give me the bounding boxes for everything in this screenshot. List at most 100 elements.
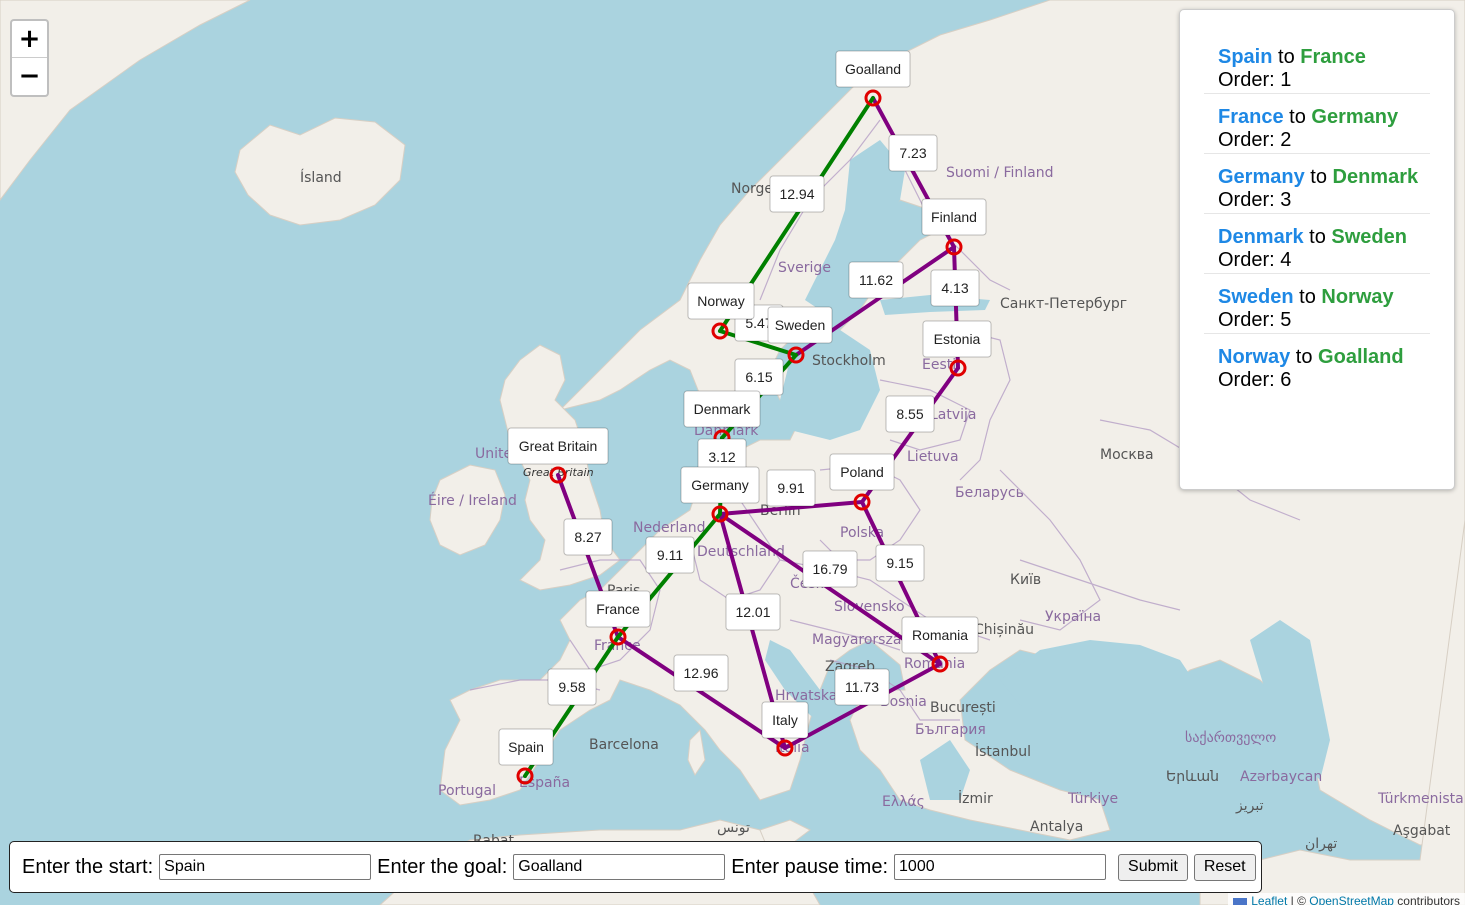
path-edge — [718, 329, 798, 357]
node-marker-icon — [776, 739, 794, 757]
label-box — [761, 701, 809, 739]
label-box — [725, 593, 781, 631]
place-label: Deutschland — [697, 544, 785, 560]
node-marker-icon — [945, 238, 963, 256]
node-marker-icon — [931, 655, 949, 673]
graph-edge — [718, 500, 864, 516]
zoom-in-button[interactable]: + — [12, 21, 47, 58]
leaflet-link[interactable]: Leaflet — [1251, 894, 1288, 905]
place-label: Norge — [731, 181, 773, 197]
node-name-label: Sweden — [767, 306, 833, 344]
pause-input[interactable] — [894, 854, 1107, 880]
route-order: Order: 4 — [1218, 249, 1292, 271]
place-label: Chișinău — [974, 622, 1034, 638]
edge-weight-label: 9.15 — [875, 544, 925, 582]
node-name-label: Spain — [498, 728, 554, 766]
edge-weight-label: 11.62 — [848, 261, 904, 299]
edge-weight-label: 9.91 — [766, 469, 816, 507]
node-name-label: Germany — [680, 466, 760, 504]
goal-input[interactable] — [513, 854, 726, 880]
place-label: Sverige — [778, 260, 831, 276]
route-to: Denmark — [1332, 166, 1419, 188]
node-marker-icon — [853, 493, 871, 511]
label-box — [769, 175, 825, 213]
place-label: Київ — [1010, 572, 1041, 588]
place-label: Москва — [1100, 447, 1154, 463]
start-input[interactable] — [159, 854, 372, 880]
zoom-out-button[interactable]: − — [18, 61, 41, 91]
node-marker-icon — [516, 767, 534, 785]
route-connector: to — [1283, 106, 1312, 128]
route-step: France to Germany Order: 2 — [1204, 82, 1430, 154]
reset-button[interactable]: Reset — [1193, 853, 1256, 881]
node-name-label: Poland — [829, 453, 895, 491]
node-name-text: Finland — [931, 209, 977, 225]
place-label: Երևան — [1166, 769, 1219, 785]
route-from: Spain — [1218, 46, 1273, 68]
edge-weight-text: 9.58 — [558, 679, 585, 695]
edge-weight-text: 7.23 — [899, 145, 926, 161]
label-box — [507, 427, 609, 465]
label-box — [802, 550, 858, 588]
place-label: Ελλάς — [882, 794, 925, 810]
node-name-label: Estonia — [922, 320, 992, 358]
edge-weight-label: 16.79 — [802, 550, 858, 588]
label-box — [645, 536, 695, 574]
place-label: تبريز — [1235, 798, 1264, 814]
node-name-label: Goalland — [835, 50, 911, 88]
route-to: Norway — [1321, 286, 1394, 308]
place-label: Ísland — [300, 169, 342, 186]
label-box — [766, 469, 816, 507]
edge-weight-label: 9.11 — [645, 536, 695, 574]
route-step-title: Sweden to Norway — [1218, 286, 1416, 309]
route-connector: to — [1272, 46, 1301, 68]
node-name-label: Denmark — [683, 390, 761, 428]
label-box — [921, 198, 987, 236]
place-label: Hrvatska — [775, 688, 837, 704]
edge-weight-label: 9.58 — [547, 668, 597, 706]
edge-weight-label: 8.27 — [563, 518, 613, 556]
place-label: Stockholm — [812, 353, 886, 369]
place-label: Antalya — [1030, 819, 1083, 835]
place-label: Україна — [1045, 609, 1101, 625]
submit-button[interactable]: Submit — [1118, 853, 1188, 881]
water-features — [765, 140, 1330, 800]
label-box — [875, 544, 925, 582]
edge-weight-label: 6.15 — [734, 358, 784, 396]
graph-edge — [783, 662, 942, 750]
route-step: Sweden to Norway Order: 5 — [1204, 262, 1430, 334]
node-name-label: Norway — [687, 282, 755, 320]
place-label: Portugal — [438, 783, 496, 799]
label-box — [683, 390, 761, 428]
node-name-text: Sweden — [775, 317, 826, 333]
route-connector: to — [1290, 346, 1319, 368]
node-name-text: Germany — [691, 477, 749, 493]
place-label: Bosnia — [880, 694, 927, 710]
flag-icon — [1233, 897, 1248, 905]
place-label: Санкт-Петербург — [1000, 296, 1127, 312]
label-box — [848, 261, 904, 299]
label-box — [767, 306, 833, 344]
edge-weight-text: 11.73 — [845, 679, 879, 695]
node-name-text: Spain — [508, 739, 544, 755]
place-label: İzmir — [958, 789, 993, 807]
attribution-separator: | © — [1287, 894, 1310, 905]
label-box — [922, 320, 992, 358]
route-step-title: Germany to Denmark — [1218, 166, 1419, 189]
route-from: Sweden — [1218, 286, 1294, 308]
osm-link[interactable]: OpenStreetMap — [1309, 894, 1394, 905]
place-label: تهران — [1305, 836, 1337, 852]
edge-weight-label: 11.73 — [834, 668, 890, 706]
route-order: Order: 2 — [1218, 129, 1292, 151]
node-name-text: Denmark — [694, 401, 752, 417]
place-label: Lietuva — [907, 449, 959, 465]
node-name-text: Italy — [772, 712, 798, 728]
node-name-label: Romania — [901, 616, 979, 654]
place-label: Azərbaycan — [1240, 769, 1322, 785]
label-box — [563, 518, 613, 556]
place-label: Türkiye — [1067, 791, 1118, 807]
node-name-text: Poland — [840, 464, 884, 480]
pause-label: Enter pause time: — [731, 855, 889, 878]
edge-weight-text: 12.01 — [735, 604, 770, 620]
label-box — [834, 668, 890, 706]
